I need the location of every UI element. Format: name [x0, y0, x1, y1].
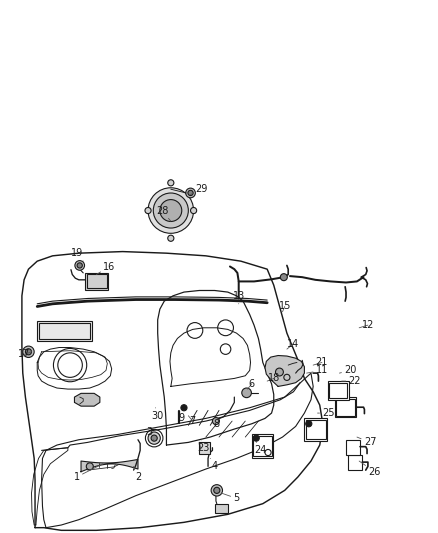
- Circle shape: [276, 368, 283, 376]
- Text: 17: 17: [18, 350, 32, 359]
- Bar: [85, 273, 108, 290]
- Bar: [335, 397, 356, 417]
- Text: 21: 21: [313, 358, 328, 367]
- Circle shape: [151, 435, 157, 441]
- Circle shape: [186, 188, 195, 198]
- Text: 29: 29: [191, 184, 208, 195]
- Circle shape: [211, 484, 223, 496]
- Bar: [199, 442, 210, 454]
- Text: 26: 26: [359, 461, 381, 477]
- Circle shape: [212, 417, 219, 425]
- Text: 2: 2: [134, 466, 141, 482]
- Polygon shape: [74, 393, 100, 406]
- Circle shape: [253, 435, 259, 441]
- Bar: [39, 323, 90, 339]
- Text: 3: 3: [146, 427, 153, 440]
- Bar: [304, 418, 327, 441]
- Circle shape: [153, 193, 188, 228]
- Circle shape: [75, 261, 85, 270]
- Polygon shape: [81, 459, 138, 472]
- Bar: [328, 381, 349, 400]
- Text: 24: 24: [254, 442, 267, 455]
- Circle shape: [188, 190, 193, 196]
- Bar: [252, 434, 273, 458]
- Text: 20: 20: [339, 366, 357, 375]
- Text: 1: 1: [74, 464, 103, 482]
- Circle shape: [23, 346, 34, 358]
- Circle shape: [191, 207, 197, 214]
- Text: 7: 7: [188, 416, 196, 426]
- Text: 13: 13: [233, 291, 245, 304]
- Circle shape: [77, 263, 82, 268]
- Bar: [37, 321, 92, 341]
- Bar: [348, 455, 362, 470]
- Bar: [336, 399, 355, 416]
- Circle shape: [306, 421, 312, 427]
- Circle shape: [25, 349, 32, 355]
- Text: 27: 27: [357, 437, 376, 447]
- Text: 6: 6: [247, 379, 255, 389]
- Bar: [215, 504, 228, 513]
- Text: 12: 12: [359, 320, 374, 330]
- Text: 28: 28: [156, 206, 171, 221]
- Text: 8: 8: [214, 416, 220, 429]
- Bar: [87, 274, 107, 288]
- Text: 22: 22: [342, 376, 361, 386]
- Circle shape: [181, 405, 187, 411]
- Bar: [253, 436, 272, 456]
- Text: 25: 25: [318, 408, 335, 418]
- Circle shape: [148, 188, 194, 233]
- Circle shape: [214, 487, 220, 494]
- Text: 4: 4: [210, 458, 218, 471]
- Circle shape: [280, 273, 287, 281]
- Circle shape: [168, 235, 174, 241]
- Bar: [306, 420, 326, 439]
- Circle shape: [148, 432, 160, 445]
- Text: 18: 18: [267, 374, 280, 383]
- Bar: [346, 440, 360, 455]
- Circle shape: [242, 388, 251, 398]
- Text: 16: 16: [96, 262, 116, 274]
- Text: 5: 5: [221, 493, 240, 503]
- Circle shape: [86, 463, 93, 470]
- Text: 9: 9: [179, 410, 185, 423]
- Circle shape: [145, 207, 151, 214]
- Text: 30: 30: [152, 408, 164, 421]
- Text: 23: 23: [198, 440, 210, 453]
- Circle shape: [160, 199, 182, 222]
- Circle shape: [168, 180, 174, 186]
- Bar: [329, 383, 347, 398]
- Text: 15: 15: [279, 302, 291, 312]
- Text: 11: 11: [307, 366, 328, 375]
- Text: 19: 19: [71, 248, 83, 261]
- Polygon shape: [265, 356, 304, 386]
- Text: 14: 14: [287, 339, 300, 349]
